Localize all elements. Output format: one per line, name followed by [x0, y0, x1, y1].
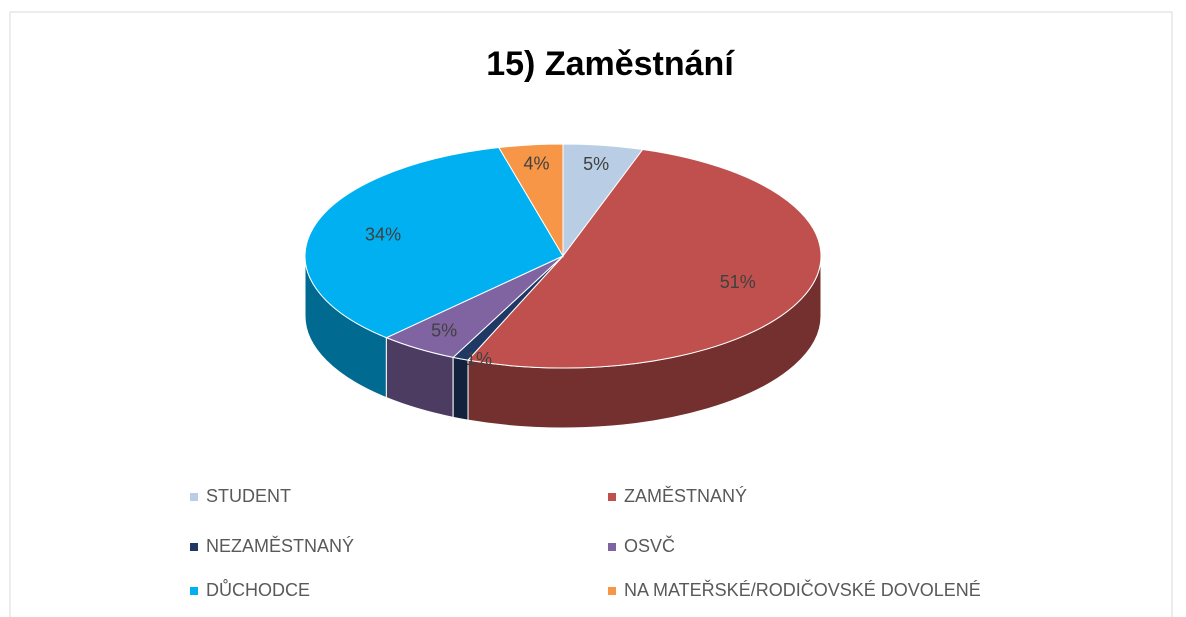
- data-label: 4%: [523, 154, 549, 174]
- legend-label: NA MATEŘSKÉ/RODIČOVSKÉ DOVOLENÉ: [624, 579, 981, 600]
- legend-item: NEZAMĚSTNANÝ: [190, 536, 354, 556]
- data-label: 5%: [583, 154, 609, 174]
- data-label: 34%: [365, 225, 401, 245]
- chart-title: 15) Zaměstnání: [486, 45, 735, 83]
- legend-swatch: [190, 543, 198, 551]
- legend-swatch: [190, 587, 198, 595]
- legend-label: ZAMĚSTNANÝ: [624, 486, 747, 506]
- legend-label: OSVČ: [624, 535, 675, 556]
- legend-label: NEZAMĚSTNANÝ: [206, 536, 354, 556]
- legend-item: NA MATEŘSKÉ/RODIČOVSKÉ DOVOLENÉ: [608, 579, 981, 600]
- legend-swatch: [608, 587, 616, 595]
- slice: [467, 148, 822, 369]
- data-label: 1%: [466, 349, 492, 369]
- data-label: 51%: [720, 272, 756, 292]
- slice: [498, 143, 564, 258]
- legend-label: STUDENT: [206, 486, 291, 506]
- legend-item: DŮCHODCE: [190, 579, 310, 600]
- legend-swatch: [608, 543, 616, 551]
- legend-swatch: [608, 493, 616, 501]
- legend-item: ZAMĚSTNANÝ: [608, 486, 747, 506]
- legend-label: DŮCHODCE: [206, 579, 310, 600]
- legend-item: STUDENT: [190, 486, 291, 506]
- data-label: 5%: [431, 321, 457, 341]
- legend-item: OSVČ: [608, 535, 675, 556]
- slice: [304, 146, 564, 339]
- legend-swatch: [190, 493, 198, 501]
